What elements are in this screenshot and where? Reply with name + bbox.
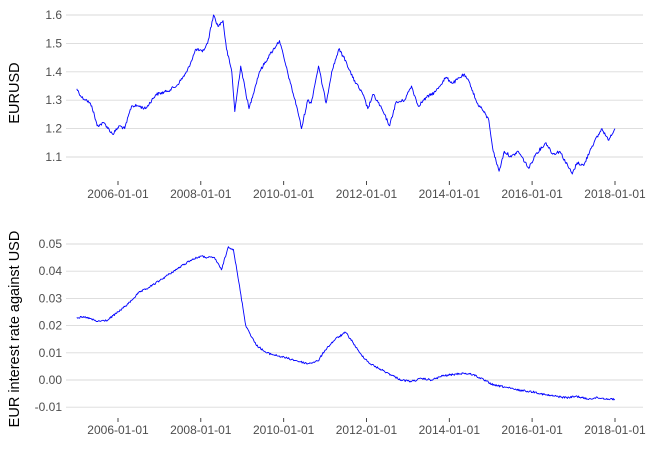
interest-rate-chart: -0.01 0.00 0.01 0.02 0.03 0.04 0.05 2006-01-01 2… (7, 231, 646, 437)
x-tick-label: 2008-01-01 (170, 187, 232, 201)
y-tick-label: -0.01 (35, 400, 63, 414)
x-tick-label: 2012-01-01 (336, 187, 398, 201)
y-tick-label: 1.2 (45, 122, 62, 136)
series-line (76, 246, 616, 401)
y-tick-label: 0.01 (39, 346, 63, 360)
y-tick-label: 1.6 (45, 8, 62, 22)
x-tick-label: 2014-01-01 (419, 423, 481, 437)
y-tick-label: 0.05 (39, 237, 63, 251)
x-tick-label: 2016-01-01 (501, 187, 563, 201)
interest-rate-y-axis-title: EUR interest rate against USD (7, 231, 23, 428)
y-tick-label: 0.02 (39, 319, 63, 333)
y-tick-label: 1.5 (45, 36, 62, 50)
x-tick-label: 2016-01-01 (501, 423, 563, 437)
x-tick-label: 2012-01-01 (336, 423, 398, 437)
y-tick-label: 1.3 (45, 93, 62, 107)
x-tick-label: 2008-01-01 (170, 423, 232, 437)
y-tick-label: 0.00 (39, 373, 63, 387)
y-tick-label: 1.1 (45, 150, 62, 164)
x-tick-label: 2014-01-01 (419, 187, 481, 201)
x-tick-label: 2018-01-01 (584, 187, 646, 201)
x-tick-label: 2006-01-01 (87, 423, 149, 437)
eurusd-y-axis-title: EURUSD (7, 62, 23, 123)
eurusd-chart: 1.1 1.2 1.3 1.4 1.5 1.6 2006-01-01 2008-01-01 20… (7, 8, 646, 201)
x-tick-label: 2006-01-01 (87, 187, 149, 201)
y-tick-label: 1.4 (45, 65, 62, 79)
y-tick-label: 0.04 (39, 264, 63, 278)
x-tick-label: 2018-01-01 (584, 423, 646, 437)
series-line (76, 14, 616, 175)
x-tick-label: 2010-01-01 (253, 187, 315, 201)
x-tick-label: 2010-01-01 (253, 423, 315, 437)
y-tick-label: 0.03 (39, 291, 63, 305)
